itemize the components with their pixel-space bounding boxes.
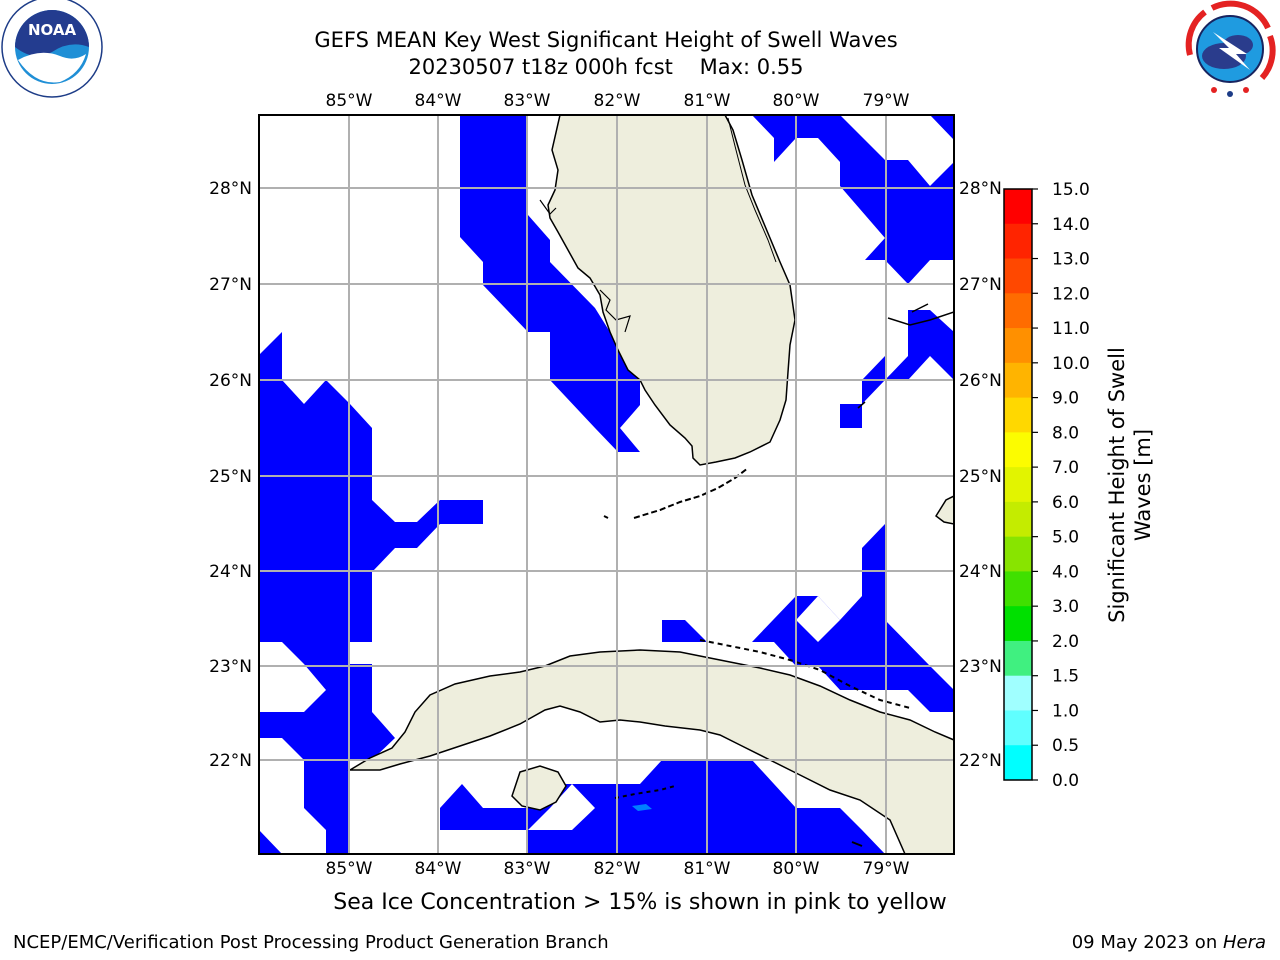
lon-label: 81°W [684, 91, 731, 111]
colorbar-ticks: 15.0 14.0 13.0 12.0 11.0 10.0 9.0 8.0 7.0 6.0 5.0 4… [1032, 180, 1090, 791]
nws-logo-icon [1181, 0, 1279, 98]
left-lat-labels: 28°N 27°N 26°N 25°N 24°N 23°N 22°N [209, 179, 252, 771]
colorbar-segment [1004, 293, 1032, 329]
colorbar-segment [1004, 189, 1032, 225]
colorbar-tick-label: 6.0 [1052, 493, 1079, 513]
footer-date: 09 May 2023 on Hera [1072, 932, 1266, 953]
colorbar-segment [1004, 258, 1032, 294]
lon-label: 84°W [415, 91, 462, 111]
lat-label: 27°N [209, 275, 252, 295]
lon-label: 83°W [504, 91, 551, 111]
lon-label: 79°W [863, 859, 910, 879]
lat-label: 23°N [209, 657, 252, 677]
colorbar-tick-label: 11.0 [1052, 319, 1090, 339]
footer-date-text: 09 May 2023 on [1071, 932, 1223, 953]
colorbar-tick-label: 9.0 [1052, 389, 1079, 409]
noaa-logo-text: NOAA [28, 21, 77, 39]
colorbar-segment [1004, 640, 1032, 677]
lon-label: 83°W [504, 859, 551, 879]
lon-label: 80°W [773, 859, 820, 879]
colorbar [1003, 188, 1033, 781]
map-area [259, 115, 954, 854]
colorbar-segment [1004, 467, 1032, 503]
colorbar-tick-label: 1.0 [1052, 701, 1079, 721]
lon-label: 81°W [684, 859, 731, 879]
colorbar-tick-label: 10.0 [1052, 354, 1090, 374]
colorbar-tick-label: 2.0 [1052, 632, 1079, 652]
colorbar-tick-label: 1.5 [1052, 667, 1079, 687]
sea-ice-note-text: Sea Ice Concentration > 15% is shown in … [333, 890, 947, 915]
colorbar-tick-label: 5.0 [1052, 528, 1079, 548]
right-lat-labels: 28°N 27°N 26°N 25°N 24°N 23°N 22°N [959, 179, 1002, 771]
colorbar-segment [1004, 571, 1032, 607]
cuba-land [347, 649, 954, 854]
colorbar-frame [1003, 188, 1033, 781]
colorbar-tick-label: 13.0 [1052, 250, 1090, 270]
lon-label: 80°W [773, 91, 820, 111]
colorbar-segment [1004, 501, 1032, 538]
footer-branch: NCEP/EMC/Verification Post Processing Pr… [13, 932, 609, 953]
isle-of-youth-land [511, 765, 567, 811]
map-frame [258, 114, 955, 855]
lat-label: 24°N [959, 562, 1002, 582]
colorbar-tick-label: 8.0 [1052, 423, 1079, 443]
lat-label: 24°N [209, 562, 252, 582]
colorbar-segment [1004, 710, 1032, 746]
colorbar-segment [1004, 432, 1032, 468]
chart-title: GEFS MEAN Key West Significant Height of… [286, 27, 926, 81]
colorbar-tick-label: 3.0 [1052, 597, 1079, 617]
top-lon-labels: 85°W 84°W 83°W 82°W 81°W 80°W 79°W [326, 91, 910, 111]
bottom-lon-labels: 85°W 84°W 83°W 82°W 81°W 80°W 79°W [326, 859, 910, 879]
footer-host: Hera [1222, 932, 1266, 953]
sea-ice-note: Sea Ice Concentration > 15% is shown in … [0, 890, 1280, 915]
colorbar-tick-label: 0.0 [1052, 771, 1079, 791]
colorbar-tick-label: 0.5 [1052, 736, 1079, 756]
colorbar-segment [1004, 536, 1032, 572]
colorbar-tick-label: 12.0 [1052, 284, 1090, 304]
graticule [259, 115, 954, 854]
lon-label: 84°W [415, 859, 462, 879]
lat-label: 22°N [209, 751, 252, 771]
lon-label: 82°W [594, 91, 641, 111]
lon-label: 85°W [326, 91, 373, 111]
lon-label: 79°W [863, 91, 910, 111]
lat-label: 23°N [959, 657, 1002, 677]
lat-label: 27°N [959, 275, 1002, 295]
colorbar-segment [1004, 223, 1032, 260]
florida-land [547, 115, 796, 466]
colorbar-tick-label: 14.0 [1052, 215, 1090, 235]
colorbar-tick-label: 15.0 [1052, 180, 1090, 200]
lat-label: 26°N [209, 371, 252, 391]
lat-label: 25°N [209, 467, 252, 487]
max-label: Max: 0.55 [699, 55, 804, 79]
colorbar-segment [1004, 745, 1032, 781]
lat-label: 26°N [959, 371, 1002, 391]
colorbar-label-line-1: Significant Height of Swell [1105, 347, 1129, 623]
colorbar-tick-label: 4.0 [1052, 562, 1079, 582]
colorbar-tick-label: 7.0 [1052, 458, 1079, 478]
lon-label: 82°W [594, 859, 641, 879]
colorbar-segment [1004, 362, 1032, 399]
lat-label: 22°N [959, 751, 1002, 771]
forecast-label: 20230507 t18z 000h fcst [408, 55, 673, 79]
colorbar-segment [1004, 328, 1032, 364]
lon-label: 85°W [326, 859, 373, 879]
colorbar-segment [1004, 606, 1032, 642]
noaa-logo-icon: NOAA [1, 0, 103, 98]
title-line-1: GEFS MEAN Key West Significant Height of… [314, 28, 898, 52]
lat-label: 28°N [959, 179, 1002, 199]
lat-label: 28°N [209, 179, 252, 199]
colorbar-segment [1004, 397, 1032, 433]
title-line-2: 20230507 t18z 000h fcst Max: 0.55 [286, 54, 926, 81]
colorbar-segment [1004, 675, 1032, 711]
colorbar-label-line-2: Waves [m] [1131, 429, 1155, 541]
lat-label: 25°N [959, 467, 1002, 487]
